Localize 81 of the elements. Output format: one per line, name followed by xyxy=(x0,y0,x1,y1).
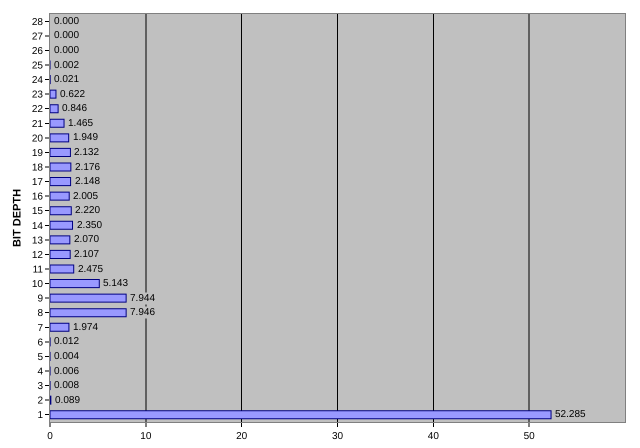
data-label: 2.350 xyxy=(77,220,102,231)
data-label: 2.070 xyxy=(74,234,100,245)
bar xyxy=(50,322,70,332)
bar xyxy=(50,308,127,318)
x-tick-label: 20 xyxy=(236,431,248,442)
data-label: 1.949 xyxy=(73,132,98,143)
data-label: 2.220 xyxy=(75,205,100,216)
data-label: 0.846 xyxy=(62,103,88,114)
y-tick-label: 4 xyxy=(37,366,44,378)
y-tick-label: 24 xyxy=(32,75,44,86)
data-label: 2.132 xyxy=(74,147,100,158)
y-tick-label: 8 xyxy=(37,308,44,320)
y-tick-label: 16 xyxy=(32,192,44,203)
data-label: 2.148 xyxy=(75,176,100,187)
bar xyxy=(50,177,72,186)
bar xyxy=(50,90,56,99)
data-label: 2.107 xyxy=(74,249,100,260)
data-label: 0.021 xyxy=(54,74,80,85)
y-tick-label: 3 xyxy=(37,381,44,392)
x-tick-label: 40 xyxy=(428,431,440,442)
y-tick-label: 19 xyxy=(32,148,44,159)
data-label: 2.475 xyxy=(78,264,104,275)
bar xyxy=(50,235,70,244)
data-label: 0.000 xyxy=(54,45,80,56)
y-tick-label: 1 xyxy=(37,410,44,422)
y-tick-label: 20 xyxy=(32,133,44,144)
y-tick-label: 28 xyxy=(32,16,44,28)
bar xyxy=(50,148,71,157)
bar xyxy=(50,206,72,216)
y-tick-label: 9 xyxy=(37,294,44,305)
data-label: 5.143 xyxy=(103,278,128,289)
bar xyxy=(50,264,74,274)
y-tick-label: 2 xyxy=(37,396,44,407)
data-label: 0.008 xyxy=(54,380,80,391)
y-tick-label: 10 xyxy=(32,279,44,290)
y-tick-label: 15 xyxy=(32,206,44,218)
bar xyxy=(50,279,100,288)
y-axis-title: BIT DEPTH xyxy=(12,188,24,248)
bar xyxy=(50,294,127,303)
data-label: 1.974 xyxy=(73,322,98,333)
y-tick-label: 13 xyxy=(32,235,44,246)
y-tick-label: 12 xyxy=(32,250,44,261)
x-tick-label: 0 xyxy=(47,431,54,442)
bar xyxy=(50,162,72,172)
y-tick-label: 11 xyxy=(32,264,44,276)
bar xyxy=(50,192,70,201)
data-label: 7.944 xyxy=(130,293,156,304)
data-label: 0.004 xyxy=(54,351,80,362)
y-tick-label: 21 xyxy=(32,118,44,130)
data-label: 0.012 xyxy=(54,336,80,347)
y-tick-label: 25 xyxy=(32,60,44,72)
bar xyxy=(50,104,59,114)
bar xyxy=(50,118,65,128)
data-label: 0.089 xyxy=(55,395,80,406)
x-tick-label: 30 xyxy=(332,431,344,442)
bar xyxy=(50,250,71,259)
y-tick-label: 23 xyxy=(32,90,44,101)
y-tick-label: 22 xyxy=(32,104,44,116)
y-tick-label: 5 xyxy=(37,352,44,363)
data-label: 0.002 xyxy=(54,60,80,71)
data-label: 0.006 xyxy=(54,366,80,377)
data-label: 2.005 xyxy=(73,191,98,202)
y-tick-label: 7 xyxy=(37,322,44,334)
x-tick-label: 10 xyxy=(140,431,152,442)
y-tick-label: 26 xyxy=(32,46,44,57)
data-label: 0.000 xyxy=(54,30,80,41)
y-tick-label: 27 xyxy=(32,31,44,42)
y-tick-label: 6 xyxy=(37,337,44,348)
y-tick-label: 14 xyxy=(32,220,44,232)
data-label: 0.000 xyxy=(54,16,80,27)
data-label: 0.622 xyxy=(60,89,86,100)
bar xyxy=(50,410,552,420)
bar xyxy=(50,133,70,142)
y-tick-label: 17 xyxy=(32,177,44,188)
data-label: 7.946 xyxy=(130,307,156,318)
data-label: 1.465 xyxy=(68,118,94,129)
data-label: 52.285 xyxy=(555,409,586,420)
x-tick-label: 50 xyxy=(524,431,536,442)
data-label: 2.176 xyxy=(75,162,100,173)
y-tick-label: 18 xyxy=(32,162,44,174)
bar xyxy=(50,220,74,230)
